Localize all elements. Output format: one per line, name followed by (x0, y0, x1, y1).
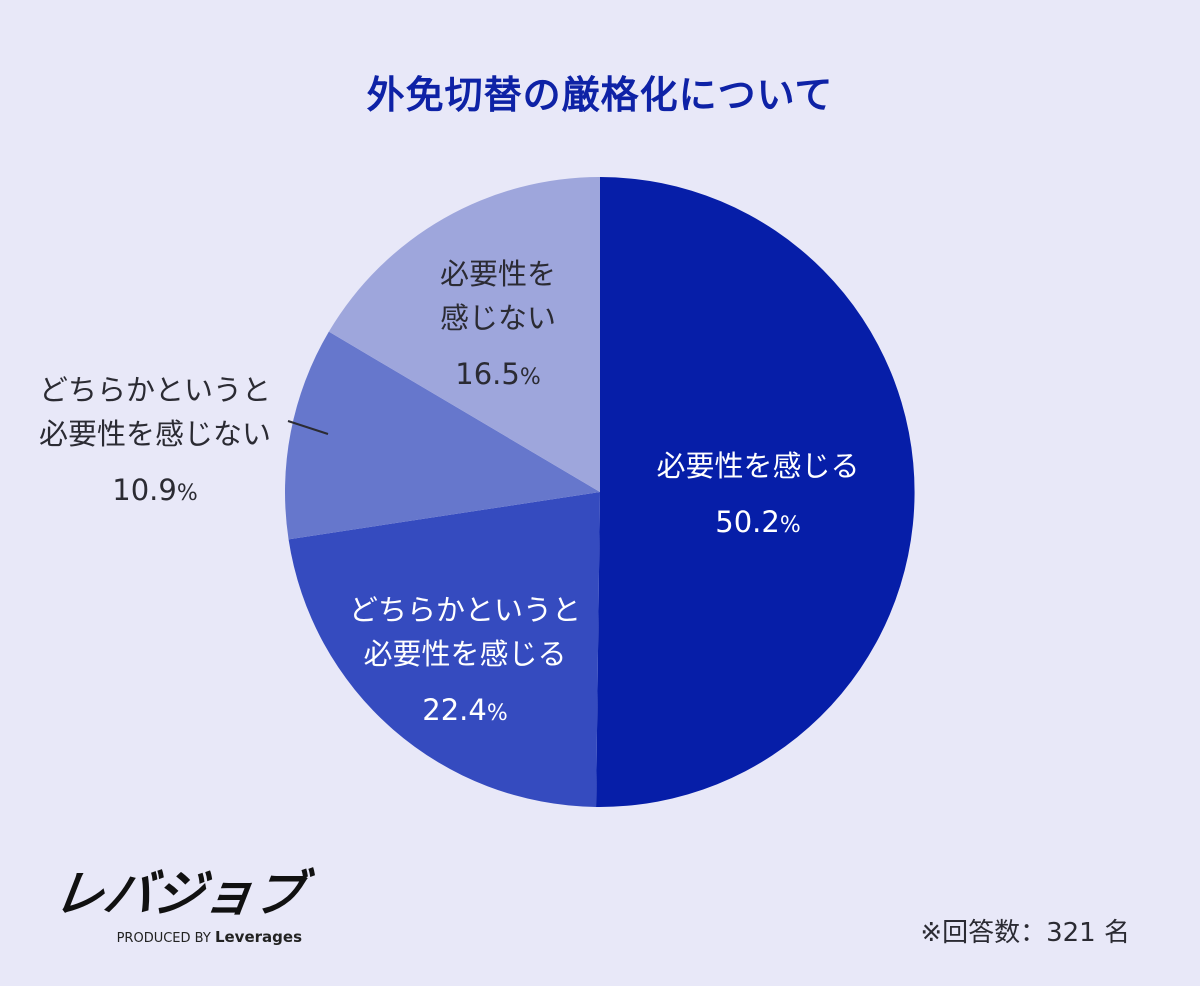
slice-label-2: どちらかというと 必要性を感じない 10.9% (10, 368, 300, 516)
slice-label-0: 必要性を感じる 50.2% (628, 444, 888, 548)
brand-name: レバジョブ (49, 865, 309, 923)
pie-slice-1 (288, 492, 600, 807)
chart-title: 外免切替の厳格化について (366, 73, 834, 117)
slice-label-1-line-0: どちらかというと (348, 593, 581, 627)
slice-label-2-line-1: 必要性を感じない (38, 417, 271, 451)
slice-label-3-line-1: 感じない (439, 301, 556, 335)
slice-label-2-line-0: どちらかというと (38, 373, 271, 407)
slice-label-1-line-1: 必要性を感じる (363, 637, 567, 671)
brand-logo: レバジョブ PRODUCED BY Leverages (50, 864, 316, 946)
produced-by: PRODUCED BY Leverages (116, 928, 302, 946)
slice-label-3-line-0: 必要性を (439, 257, 556, 291)
leader-line (287, 420, 329, 435)
slice-label-3: 必要性を 感じない 16.5% (398, 252, 598, 400)
pie-slice-0 (596, 177, 915, 807)
slice-value-2: 10.9% (112, 473, 198, 507)
slice-value-3: 16.5% (455, 357, 541, 391)
pie-slice-2 (284, 331, 600, 540)
slice-value-0: 50.2% (715, 505, 801, 539)
slice-label-1: どちらかというと 必要性を感じる 22.4% (320, 588, 610, 736)
respondent-count-note: ※回答数：321 名 (920, 918, 1130, 948)
slice-value-1: 22.4% (422, 693, 508, 727)
pie-slice-3 (328, 177, 600, 492)
company-name: Leverages (214, 928, 302, 946)
slice-label-0-line-0: 必要性を感じる (656, 449, 860, 483)
